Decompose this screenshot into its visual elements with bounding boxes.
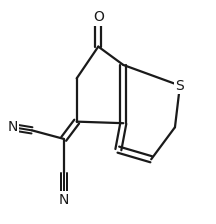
Text: S: S (176, 79, 184, 93)
Text: O: O (93, 10, 104, 24)
Text: N: N (59, 193, 69, 207)
Text: N: N (7, 120, 18, 134)
